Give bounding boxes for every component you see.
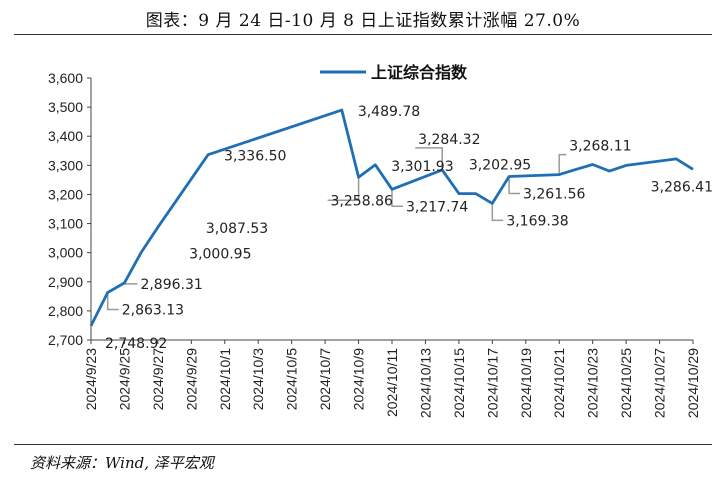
label-leader-line: [123, 282, 138, 285]
x-tick-label: 2024/9/27: [150, 348, 166, 410]
x-tick-label: 2024/10/29: [685, 348, 701, 418]
x-tick-label: 2024/9/29: [183, 348, 199, 410]
label-leader-line: [391, 189, 403, 208]
data-label: 3,301.93: [391, 159, 453, 175]
data-label: 3,286.41: [651, 179, 713, 195]
data-label: 3,217.74: [406, 199, 468, 215]
source-note: 资料来源：Wind, 泽平宏观: [30, 454, 214, 472]
data-label: 3,261.56: [523, 187, 585, 203]
x-tick-label: 2024/10/27: [652, 348, 668, 418]
x-tick-label: 2024/10/21: [551, 348, 567, 418]
x-tick-label: 2024/10/9: [351, 348, 367, 410]
label-leader-line: [415, 147, 443, 170]
y-tick-label: 3,300: [48, 157, 83, 173]
x-tick-label: 2024/9/23: [83, 348, 99, 410]
chart-title: 图表：9 月 24 日-10 月 8 日上证指数累计涨幅 27.0%: [145, 11, 581, 31]
y-tick-label: 3,600: [48, 70, 83, 86]
y-tick-label: 3,500: [48, 99, 83, 115]
y-tick-label: 3,100: [48, 216, 83, 232]
series-layer: [89, 108, 694, 327]
x-tick-label: 2024/10/7: [317, 348, 333, 410]
data-labels: 2,748.92 2,863.13 2,896.31 3,000.95 3,087.53…: [105, 104, 713, 352]
y-tick-label: 2,700: [48, 332, 83, 348]
data-label: 3,169.38: [506, 213, 568, 229]
x-tick-label: 2024/10/11: [384, 348, 400, 417]
y-tick-label: 3,000: [48, 245, 83, 261]
x-tick-label: 2024/10/25: [618, 348, 634, 418]
x-tick-label: 2024/10/5: [284, 348, 300, 410]
x-tick-label: 2024/10/1: [217, 348, 233, 410]
data-label: 3,336.50: [224, 149, 286, 165]
series-line: [89, 108, 694, 327]
data-label: 2,896.31: [140, 277, 202, 293]
x-tick-label: 2024/10/19: [518, 348, 534, 418]
y-tick-label: 3,200: [48, 186, 83, 202]
data-label: 3,000.95: [189, 246, 251, 262]
x-tick-label: 2024/9/25: [116, 348, 132, 410]
source-rule: [14, 444, 712, 445]
data-label: 3,087.53: [206, 221, 268, 237]
y-tick-label: 2,800: [48, 303, 83, 319]
label-leader-line: [508, 176, 521, 195]
x-tick-label: 2024/10/15: [451, 348, 467, 418]
data-label: 3,284.32: [418, 132, 480, 148]
x-tick-label: 2024/10/13: [417, 348, 433, 418]
label-leader-line: [327, 177, 360, 202]
data-label: 3,202.95: [469, 158, 531, 174]
title-rule: [14, 34, 712, 35]
data-label: 3,268.11: [569, 139, 631, 155]
label-leader-line: [558, 153, 567, 175]
y-tick-label: 3,400: [48, 128, 83, 144]
data-label: 2,863.13: [122, 303, 184, 319]
legend-label: 上证综合指数: [371, 63, 468, 82]
data-label: 3,258.86: [331, 193, 393, 209]
label-leader-line: [491, 203, 504, 222]
data-label: 3,489.78: [358, 104, 420, 120]
label-leader-line: [106, 292, 119, 311]
x-tick-label: 2024/10/23: [585, 348, 601, 418]
legend: 上证综合指数: [320, 63, 468, 82]
x-tick-label: 2024/10/3: [250, 348, 266, 410]
data-label: 2,748.92: [105, 336, 167, 352]
y-tick-label: 2,900: [48, 274, 83, 290]
axes: 2,700 2,800 2,900 3,000 3,100 3,200 3,300 3,400…: [48, 70, 701, 418]
x-tick-label: 2024/10/17: [484, 348, 500, 418]
label-leaders: [106, 147, 567, 311]
